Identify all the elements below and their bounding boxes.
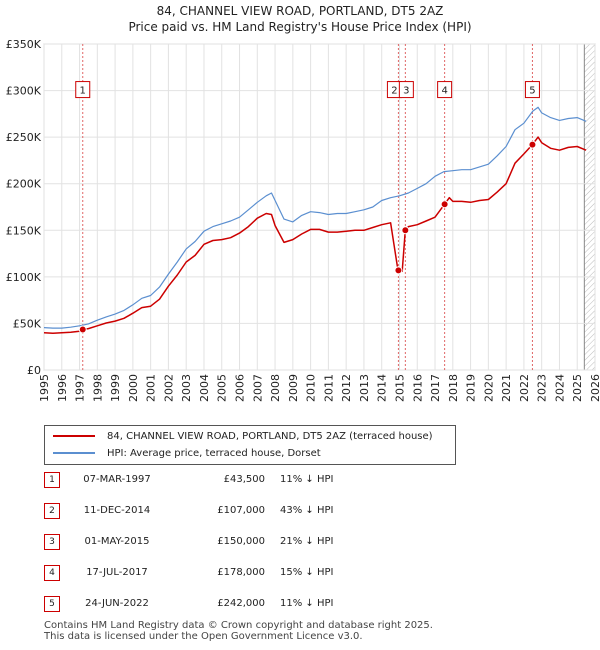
- legend-label-hpi: HPI: Average price, terraced house, Dors…: [107, 447, 321, 459]
- legend-swatch-hpi: [53, 452, 95, 454]
- legend-item-property: 84, CHANNEL VIEW ROAD, PORTLAND, DT5 2AZ…: [53, 429, 433, 443]
- chart-title: 84, CHANNEL VIEW ROAD, PORTLAND, DT5 2AZ: [156, 4, 444, 18]
- sale-date: 24-JUN-2022: [85, 598, 149, 609]
- table-row: 3 01-MAY-2015 £150,000 21% ↓ HPI: [0, 532, 600, 552]
- legend-label-property: 84, CHANNEL VIEW ROAD, PORTLAND, DT5 2AZ…: [107, 430, 433, 442]
- sale-point: [401, 226, 410, 235]
- sale-number-label: 2: [391, 86, 397, 97]
- x-tick-label: 1997: [74, 374, 87, 402]
- x-tick-label: 2023: [536, 374, 549, 402]
- y-tick-label: £0: [27, 364, 41, 377]
- x-tick-label: 2005: [216, 374, 229, 402]
- x-tick-label: 2006: [234, 374, 247, 402]
- x-tick-label: 2007: [251, 374, 264, 402]
- forecast-hatch-region: [584, 44, 595, 370]
- x-tick-label: 2015: [393, 374, 406, 402]
- y-tick-label: £250K: [6, 131, 42, 144]
- sale-price: £107,000: [217, 505, 265, 516]
- sale-number-box: [437, 81, 453, 99]
- x-tick-label: 2014: [376, 374, 389, 402]
- x-tick-label: 2013: [358, 374, 371, 402]
- table-row: 4 17-JUL-2017 £178,000 15% ↓ HPI: [0, 563, 600, 583]
- sale-hpi-diff: 43% ↓ HPI: [280, 505, 334, 516]
- x-tick-label: 1999: [109, 374, 122, 402]
- x-tick-label: 1996: [56, 374, 69, 402]
- footer-note: Contains HM Land Registry data © Crown c…: [44, 620, 433, 642]
- sale-number-badge: 4: [44, 565, 60, 581]
- sale-number-badge: 5: [44, 596, 60, 612]
- y-tick-label: £50K: [13, 317, 42, 330]
- y-tick-label: £200K: [6, 178, 42, 191]
- sale-number-box: [524, 81, 540, 99]
- x-tick-label: 2024: [553, 374, 566, 402]
- x-tick-label: 2018: [447, 374, 460, 402]
- footer-line-2: This data is licensed under the Open Gov…: [44, 631, 363, 642]
- y-tick-label: £150K: [6, 224, 42, 237]
- x-tick-label: 2011: [322, 374, 335, 402]
- sale-date: 07-MAR-1997: [83, 474, 151, 485]
- sale-number-box: [75, 81, 91, 99]
- x-tick-label: 2021: [500, 374, 513, 402]
- sale-number-box: [398, 81, 414, 99]
- sale-number-label: 1: [80, 86, 86, 97]
- sale-number-badge: 1: [44, 472, 60, 488]
- series-line-hpi: [43, 106, 587, 329]
- sale-number-label: 4: [441, 86, 447, 97]
- plot-area: [43, 43, 596, 371]
- x-tick-label: 2003: [180, 374, 193, 402]
- sale-price: £178,000: [217, 567, 265, 578]
- sale-number-label: 3: [403, 86, 409, 97]
- x-tick-label: 1995: [38, 374, 51, 402]
- y-tick-label: £300K: [6, 85, 42, 98]
- price-chart: £0 £50K £100K £150K £200K £250K £300K £350K 1995…: [6, 38, 600, 402]
- x-tick-label: 2000: [127, 374, 140, 402]
- x-tick-label: 2004: [198, 374, 211, 402]
- sale-number-label: 5: [529, 86, 535, 97]
- x-tick-label: 2022: [518, 374, 531, 402]
- x-tick-label: 1998: [91, 374, 104, 402]
- sale-date: 11-DEC-2014: [83, 505, 151, 516]
- legend-item-hpi: HPI: Average price, terraced house, Dors…: [53, 446, 321, 460]
- x-tick-label: 2025: [571, 374, 584, 402]
- sale-point: [78, 325, 87, 334]
- x-tick-label: 2009: [287, 374, 300, 402]
- sale-hpi-diff: 11% ↓ HPI: [280, 474, 334, 485]
- sale-price: £242,000: [217, 598, 265, 609]
- x-tick-label: 2020: [482, 374, 495, 402]
- sale-hpi-diff: 21% ↓ HPI: [280, 536, 334, 547]
- table-row: 1 07-MAR-1997 £43,500 11% ↓ HPI: [0, 470, 600, 490]
- x-tick-label: 2026: [589, 374, 600, 402]
- sale-number-badge: 2: [44, 503, 60, 519]
- x-tick-label: 2012: [340, 374, 353, 402]
- table-row: 5 24-JUN-2022 £242,000 11% ↓ HPI: [0, 594, 600, 614]
- sale-number-badge: 3: [44, 534, 60, 550]
- x-tick-label: 2002: [162, 374, 175, 402]
- x-tick-label: 2019: [465, 374, 478, 402]
- x-tick-label: 2017: [429, 374, 442, 402]
- legend-swatch-property: [53, 435, 95, 437]
- footer-line-1: Contains HM Land Registry data © Crown c…: [44, 620, 433, 631]
- sale-point: [394, 266, 403, 275]
- sale-price: £43,500: [223, 474, 265, 485]
- sale-date: 01-MAY-2015: [84, 536, 150, 547]
- sale-point: [440, 200, 449, 209]
- chart-subtitle: Price paid vs. HM Land Registry's House …: [128, 20, 472, 34]
- table-row: 2 11-DEC-2014 £107,000 43% ↓ HPI: [0, 501, 600, 521]
- x-tick-label: 2008: [269, 374, 282, 402]
- series-line-property: [43, 136, 587, 334]
- chart-legend: 84, CHANNEL VIEW ROAD, PORTLAND, DT5 2AZ…: [44, 425, 456, 465]
- x-tick-label: 2001: [145, 374, 158, 402]
- y-tick-label: £350K: [6, 38, 42, 51]
- sale-price: £150,000: [217, 536, 265, 547]
- sale-hpi-diff: 15% ↓ HPI: [280, 567, 334, 578]
- sale-point: [528, 140, 537, 149]
- y-tick-label: £100K: [6, 271, 42, 284]
- sale-hpi-diff: 11% ↓ HPI: [280, 598, 334, 609]
- sale-date: 17-JUL-2017: [86, 567, 148, 578]
- x-tick-label: 2010: [305, 374, 318, 402]
- x-tick-label: 2016: [411, 374, 424, 402]
